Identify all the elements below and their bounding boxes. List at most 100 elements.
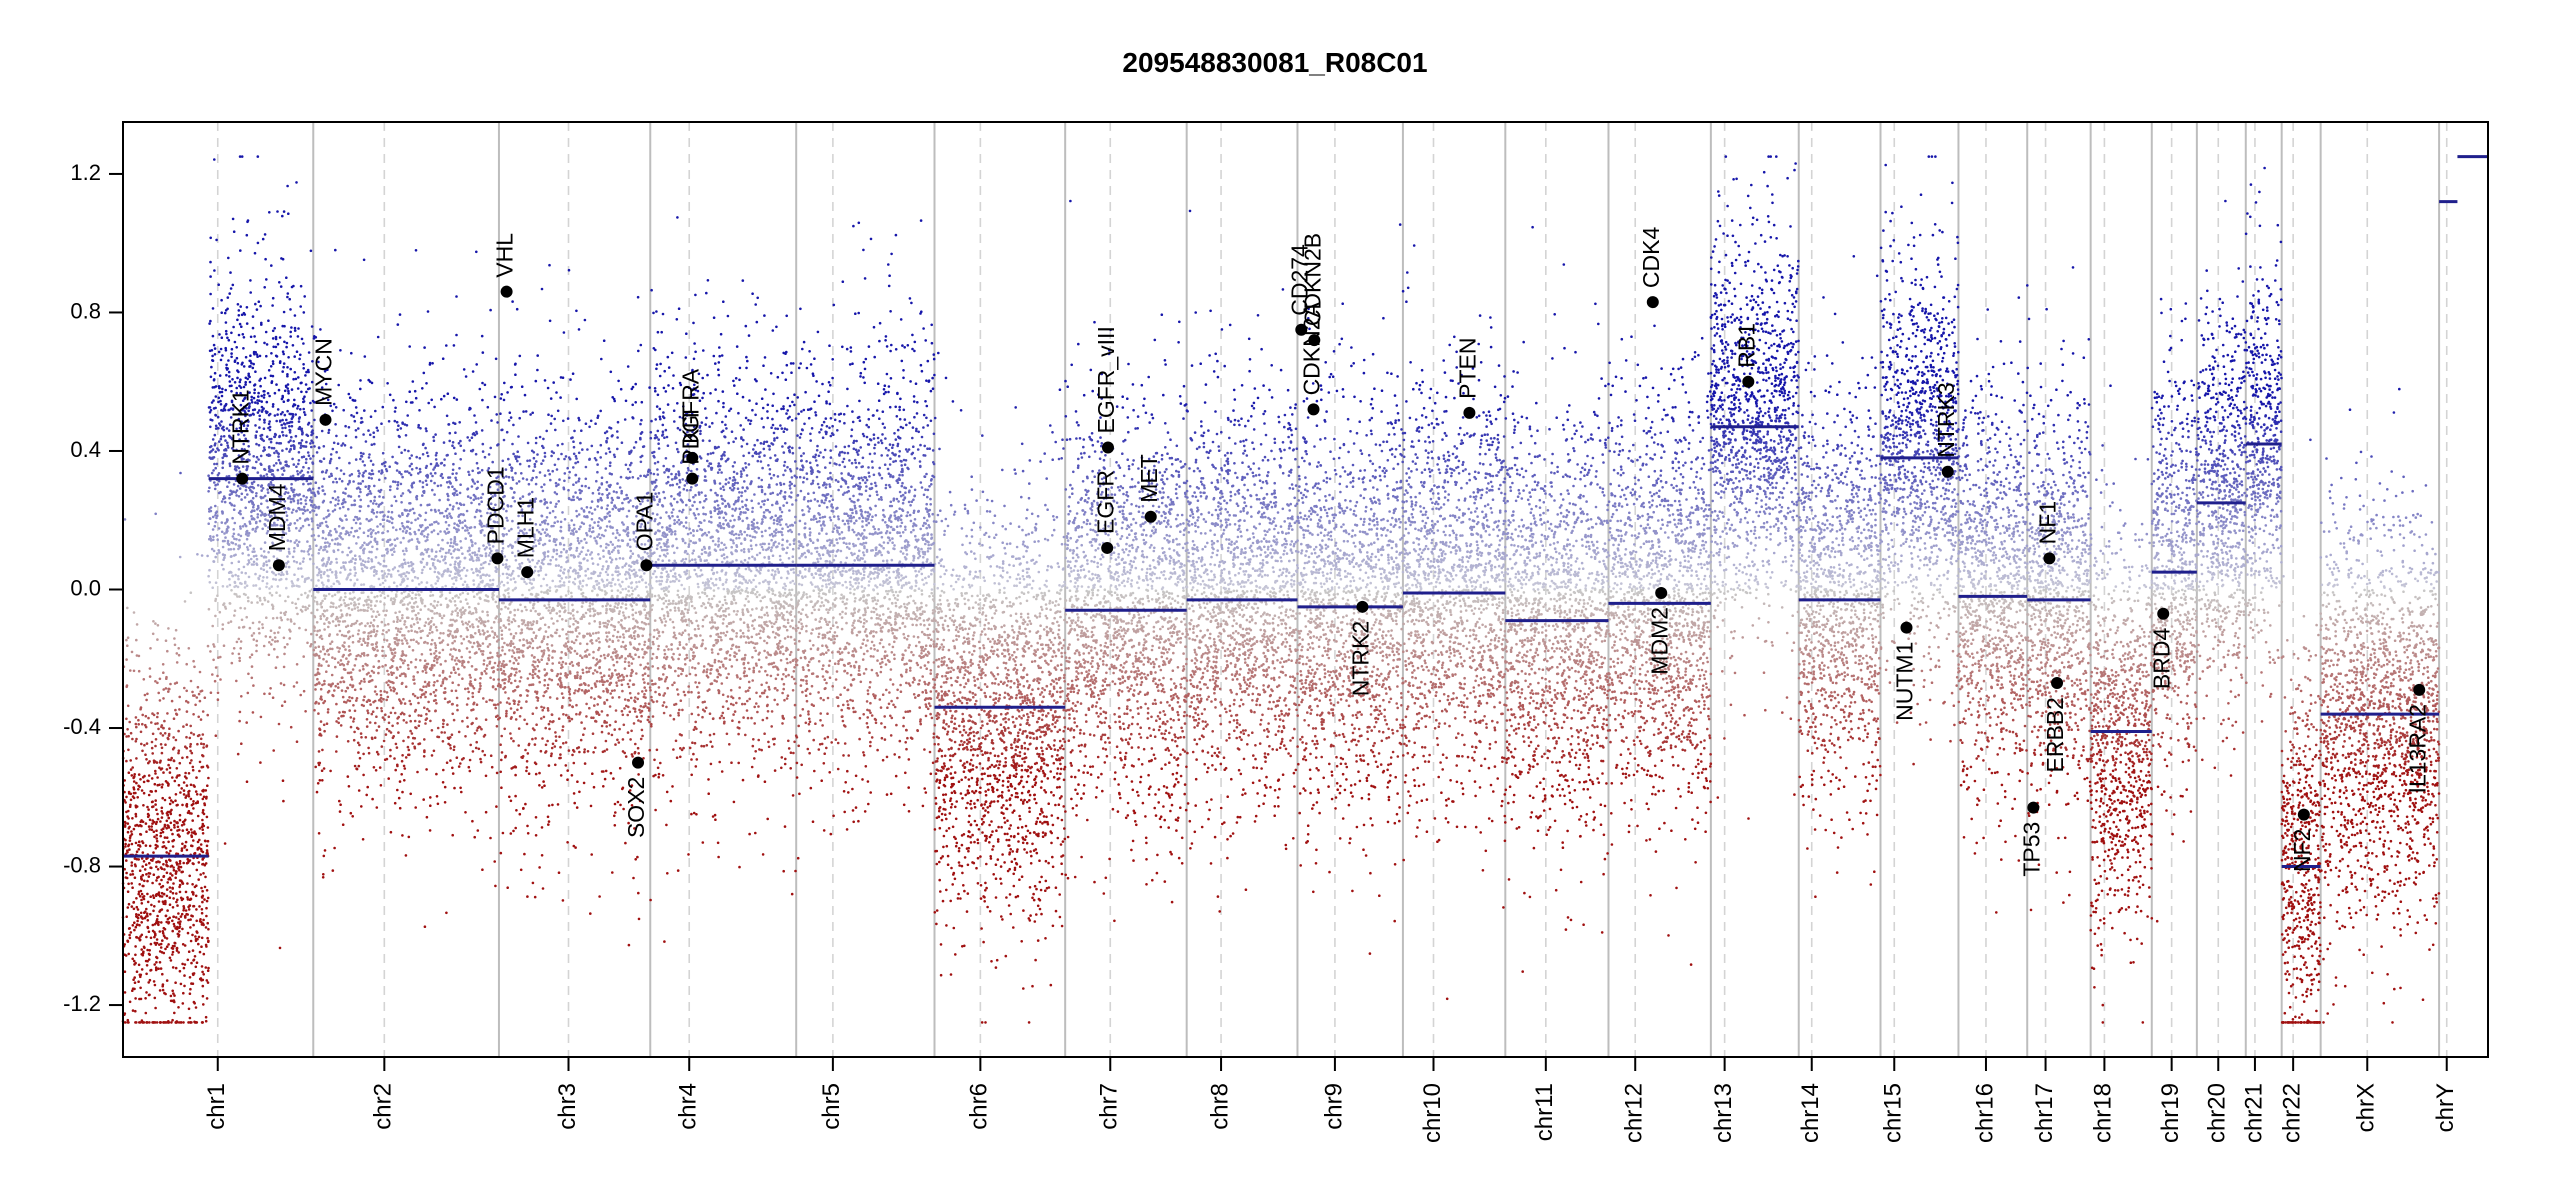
probe-point: [166, 781, 169, 784]
probe-point: [461, 521, 464, 524]
probe-point: [326, 722, 329, 725]
probe-point: [350, 602, 353, 605]
probe-point: [194, 955, 197, 958]
probe-point: [173, 826, 176, 829]
probe-point: [219, 374, 222, 377]
probe-point: [319, 524, 322, 527]
probe-point: [423, 372, 426, 375]
probe-point: [334, 685, 337, 688]
probe-point: [335, 625, 338, 628]
probe-point: [371, 469, 374, 472]
probe-point: [459, 540, 462, 543]
probe-point: [427, 618, 430, 621]
probe-point: [343, 599, 346, 602]
probe-point: [337, 384, 340, 387]
probe-point: [228, 578, 231, 581]
probe-point: [453, 787, 456, 790]
probe-point: [202, 766, 205, 769]
probe-point: [250, 601, 253, 604]
probe-point: [176, 661, 179, 664]
probe-point: [242, 517, 245, 520]
probe-point: [190, 759, 193, 762]
probe-point: [241, 493, 244, 496]
probe-point: [460, 577, 463, 580]
probe-point: [202, 985, 205, 988]
probe-point: [296, 519, 299, 522]
probe-point: [319, 650, 322, 653]
probe-point: [170, 829, 173, 832]
probe-point: [155, 823, 158, 826]
probe-point: [153, 836, 156, 839]
probe-point: [389, 489, 392, 492]
probe-point: [368, 699, 371, 702]
probe-point: [148, 994, 151, 997]
probe-point: [399, 666, 402, 669]
probe-point: [408, 715, 411, 718]
probe-point: [293, 445, 296, 448]
probe-point: [291, 388, 294, 391]
probe-point: [378, 578, 381, 581]
probe-point: [265, 586, 268, 589]
probe-point: [221, 521, 224, 524]
probe-point: [187, 793, 190, 796]
probe-point: [340, 596, 343, 599]
probe-point: [283, 311, 286, 314]
probe-point: [405, 639, 408, 642]
probe-point: [308, 454, 311, 457]
probe-point: [366, 786, 369, 789]
probe-point: [327, 664, 330, 667]
probe-point: [283, 325, 286, 328]
probe-point: [458, 650, 461, 653]
probe-point: [247, 554, 250, 557]
probe-point: [127, 705, 130, 708]
probe-point: [252, 506, 255, 509]
probe-point: [362, 559, 365, 562]
probe-point: [454, 561, 457, 564]
probe-point: [371, 643, 374, 646]
probe-point: [431, 631, 434, 634]
probe-point: [309, 457, 312, 460]
probe-point: [318, 645, 321, 648]
probe-point: [291, 601, 294, 604]
probe-point: [263, 342, 266, 345]
probe-point: [337, 717, 340, 720]
probe-point: [143, 744, 146, 747]
probe-point: [207, 826, 210, 829]
probe-point: [396, 469, 399, 472]
probe-point: [133, 780, 136, 783]
probe-point: [414, 533, 417, 536]
probe-point: [229, 602, 232, 605]
probe-point: [258, 444, 261, 447]
probe-point: [305, 434, 308, 437]
probe-point: [454, 604, 457, 607]
probe-point: [404, 637, 407, 640]
probe-point: [478, 691, 481, 694]
probe-point: [323, 730, 326, 733]
probe-point: [181, 913, 184, 916]
probe-point: [178, 918, 181, 921]
probe-point: [258, 409, 261, 412]
probe-point: [411, 742, 414, 745]
probe-point: [455, 663, 458, 666]
probe-point: [297, 473, 300, 476]
probe-point: [471, 623, 474, 626]
probe-point: [311, 517, 314, 520]
probe-point: [461, 677, 464, 680]
probe-point: [177, 1006, 180, 1009]
probe-point: [272, 363, 275, 366]
probe-point: [186, 710, 189, 713]
probe-point: [318, 549, 321, 552]
probe-point: [315, 514, 318, 517]
probe-point: [313, 649, 316, 652]
probe-point: [145, 991, 148, 994]
probe-point: [297, 567, 300, 570]
probe-point: [261, 409, 264, 412]
probe-point: [429, 804, 432, 807]
probe-point: [193, 959, 196, 962]
probe-point: [391, 518, 394, 521]
probe-point: [190, 732, 193, 735]
probe-point: [448, 531, 451, 534]
probe-point: [404, 767, 407, 770]
probe-point: [387, 569, 390, 572]
probe-point: [429, 567, 432, 570]
